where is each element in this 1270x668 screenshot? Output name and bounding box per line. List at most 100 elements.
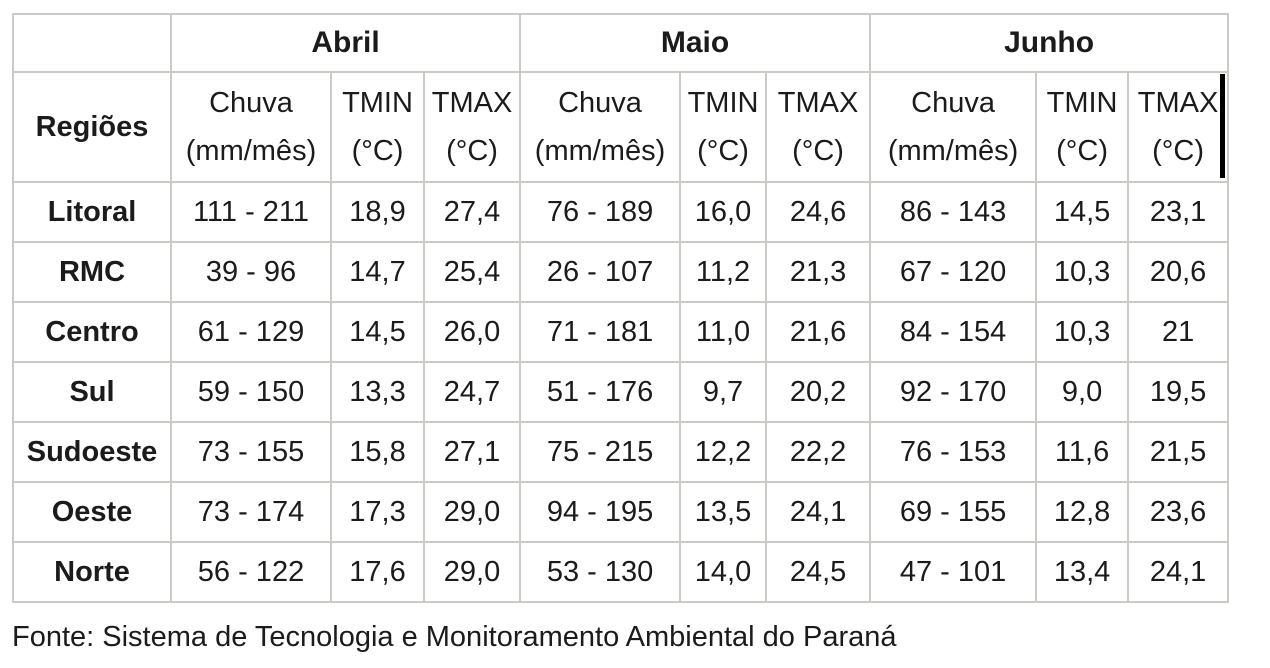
table-row: Litoral 111 - 211 18,9 27,4 76 - 189 16,… — [12, 181, 1230, 243]
month-header-maio: Maio — [519, 13, 872, 73]
col-header-chuva-maio: Chuva (mm/mês) — [519, 71, 682, 183]
month-header-junho: Junho — [869, 13, 1230, 73]
col-header-unit: (°C) — [697, 135, 749, 167]
data-cell: 94 - 195 — [519, 481, 682, 543]
col-header-label: TMAX — [777, 87, 859, 119]
table-row: Sul 59 - 150 13,3 24,7 51 - 176 9,7 20,2… — [12, 361, 1230, 423]
climate-table: Abril Maio Junho Regiões Chuva (mm/mês) … — [12, 13, 1230, 603]
table-row: Centro 61 - 129 14,5 26,0 71 - 181 11,0 … — [12, 301, 1230, 363]
data-cell: 11,0 — [679, 301, 768, 363]
data-cell: 24,6 — [765, 181, 872, 243]
col-header-tmin-junho: TMIN (°C) — [1035, 71, 1130, 183]
col-header-unit: (mm/mês) — [887, 135, 1019, 167]
corner-cell — [12, 13, 172, 73]
data-cell: 17,6 — [330, 541, 425, 603]
data-cell: 25,4 — [422, 241, 522, 303]
col-header-tmax-abril: TMAX (°C) — [422, 71, 522, 183]
data-cell: 12,8 — [1035, 481, 1130, 543]
region-label: Litoral — [12, 181, 172, 243]
data-cell: 23,1 — [1127, 181, 1230, 243]
table-row: RMC 39 - 96 14,7 25,4 26 - 107 11,2 21,3… — [12, 241, 1230, 303]
data-cell: 9,0 — [1035, 361, 1130, 423]
data-cell: 13,3 — [330, 361, 425, 423]
table-row-subheaders: Regiões Chuva (mm/mês) TMIN (°C) TMAX (°… — [12, 71, 1230, 183]
source-caption: Fonte: Sistema de Tecnologia e Monitoram… — [12, 621, 897, 653]
col-header-unit: (mm/mês) — [185, 135, 317, 167]
data-cell: 24,7 — [422, 361, 522, 423]
col-header-unit: (°C) — [1056, 135, 1108, 167]
col-header-unit: (°C) — [446, 135, 498, 167]
data-cell: 59 - 150 — [170, 361, 332, 423]
regions-header-cell: Regiões — [12, 71, 172, 183]
data-cell: 71 - 181 — [519, 301, 682, 363]
data-cell: 47 - 101 — [869, 541, 1038, 603]
data-cell: 10,3 — [1035, 241, 1130, 303]
data-cell: 14,0 — [679, 541, 768, 603]
data-cell: 61 - 129 — [170, 301, 332, 363]
col-header-chuva-abril: Chuva (mm/mês) — [170, 71, 332, 183]
data-cell: 21 — [1127, 301, 1230, 363]
data-cell: 51 - 176 — [519, 361, 682, 423]
region-label: Centro — [12, 301, 172, 363]
data-cell: 23,6 — [1127, 481, 1230, 543]
data-cell: 14,5 — [1035, 181, 1130, 243]
data-cell: 14,5 — [330, 301, 425, 363]
data-cell: 21,3 — [765, 241, 872, 303]
text-cursor — [1220, 74, 1225, 178]
data-cell: 92 - 170 — [869, 361, 1038, 423]
data-cell: 21,6 — [765, 301, 872, 363]
region-label: Norte — [12, 541, 172, 603]
data-cell: 24,1 — [1127, 541, 1230, 603]
data-cell: 27,1 — [422, 421, 522, 483]
data-cell: 111 - 211 — [170, 181, 332, 243]
col-header-label: TMAX — [431, 87, 513, 119]
col-header-chuva-junho: Chuva (mm/mês) — [869, 71, 1038, 183]
data-cell: 53 - 130 — [519, 541, 682, 603]
data-cell: 73 - 174 — [170, 481, 332, 543]
data-cell: 84 - 154 — [869, 301, 1038, 363]
col-header-label: TMIN — [1046, 87, 1118, 119]
data-cell: 76 - 189 — [519, 181, 682, 243]
data-cell: 13,4 — [1035, 541, 1130, 603]
data-cell: 27,4 — [422, 181, 522, 243]
region-label: Oeste — [12, 481, 172, 543]
data-cell: 26 - 107 — [519, 241, 682, 303]
data-cell: 76 - 153 — [869, 421, 1038, 483]
col-header-label: Chuva — [209, 87, 293, 119]
data-cell: 15,8 — [330, 421, 425, 483]
col-header-label: TMIN — [687, 87, 759, 119]
col-header-unit: (°C) — [792, 135, 844, 167]
data-cell: 10,3 — [1035, 301, 1130, 363]
data-cell: 19,5 — [1127, 361, 1230, 423]
col-header-label: Chuva — [911, 87, 995, 119]
data-cell: 18,9 — [330, 181, 425, 243]
col-header-label: TMIN — [342, 87, 413, 119]
data-cell: 17,3 — [330, 481, 425, 543]
data-cell: 9,7 — [679, 361, 768, 423]
data-cell: 39 - 96 — [170, 241, 332, 303]
data-cell: 12,2 — [679, 421, 768, 483]
data-cell: 29,0 — [422, 541, 522, 603]
col-header-label: Chuva — [558, 87, 642, 119]
data-cell: 24,5 — [765, 541, 872, 603]
data-cell: 11,2 — [679, 241, 768, 303]
data-cell: 20,2 — [765, 361, 872, 423]
data-cell: 16,0 — [679, 181, 768, 243]
data-cell: 75 - 215 — [519, 421, 682, 483]
data-cell: 69 - 155 — [869, 481, 1038, 543]
col-header-tmin-maio: TMIN (°C) — [679, 71, 768, 183]
data-cell: 22,2 — [765, 421, 872, 483]
table-row: Sudoeste 73 - 155 15,8 27,1 75 - 215 12,… — [12, 421, 1230, 483]
table-row: Oeste 73 - 174 17,3 29,0 94 - 195 13,5 2… — [12, 481, 1230, 543]
col-header-unit: (°C) — [1152, 135, 1204, 167]
data-cell: 13,5 — [679, 481, 768, 543]
data-cell: 21,5 — [1127, 421, 1230, 483]
col-header-unit: (°C) — [351, 135, 404, 167]
col-header-unit: (mm/mês) — [534, 135, 666, 167]
data-cell: 26,0 — [422, 301, 522, 363]
data-cell: 86 - 143 — [869, 181, 1038, 243]
table-row-months: Abril Maio Junho — [12, 13, 1230, 73]
data-cell: 24,1 — [765, 481, 872, 543]
col-header-tmax-junho: TMAX (°C) — [1127, 71, 1230, 183]
